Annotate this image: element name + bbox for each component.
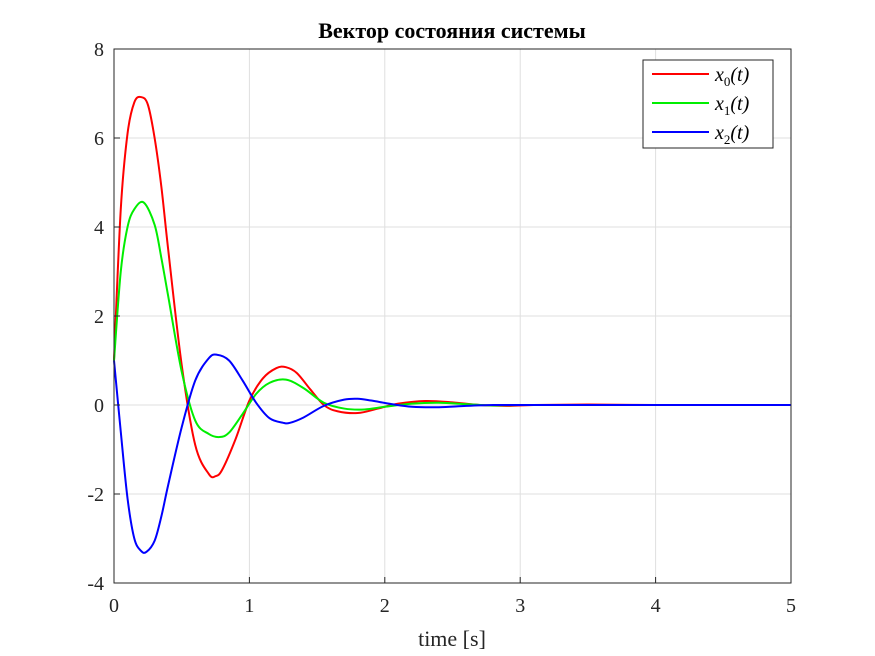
grid-lines <box>113 48 792 584</box>
x-tick-labels: 0 1 2 3 4 5 <box>109 595 796 617</box>
y-tick-label: 8 <box>94 39 104 61</box>
axis-ticks <box>113 48 792 584</box>
y-tick-label: 6 <box>94 128 104 150</box>
y-tick-label: 0 <box>94 395 104 417</box>
x-tick-label: 3 <box>515 595 525 617</box>
y-tick-label: -2 <box>87 484 104 506</box>
chart-title: Вектор состояния системы <box>318 18 586 43</box>
series-line-x2 <box>113 353 791 554</box>
x-tick-label: 4 <box>651 595 661 617</box>
y-tick-label: -4 <box>87 573 104 595</box>
y-tick-labels: -4 -2 0 2 4 6 8 <box>87 39 104 595</box>
legend-label-x2: x2(t) <box>714 122 750 147</box>
x-tick-label: 5 <box>786 595 796 617</box>
y-tick-label: 4 <box>94 217 104 239</box>
series-layer <box>113 95 791 554</box>
legend: x0(t) x1(t) x2(t) <box>642 59 774 149</box>
x-tick-label: 2 <box>380 595 390 617</box>
legend-label-x0: x0(t) <box>714 64 750 89</box>
x-tick-label: 1 <box>244 595 254 617</box>
x-tick-label: 0 <box>109 595 119 617</box>
legend-label-x1: x1(t) <box>714 93 750 118</box>
y-tick-label: 2 <box>94 306 104 328</box>
x-axis-label: time [s] <box>418 626 486 651</box>
